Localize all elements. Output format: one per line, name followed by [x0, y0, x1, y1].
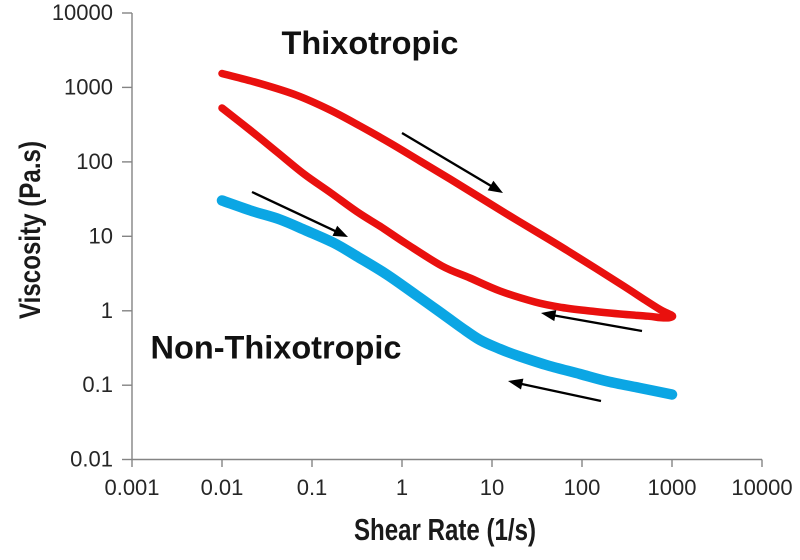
svg-text:1: 1: [101, 298, 113, 323]
svg-text:0.1: 0.1: [82, 372, 113, 397]
svg-text:1000: 1000: [648, 475, 697, 500]
svg-text:10: 10: [89, 223, 113, 248]
svg-text:Non-Thixotropic: Non-Thixotropic: [151, 330, 402, 366]
svg-text:0.001: 0.001: [104, 475, 159, 500]
svg-text:0.01: 0.01: [201, 475, 244, 500]
svg-text:Shear Rate (1/s): Shear Rate (1/s): [354, 512, 536, 547]
svg-text:100: 100: [76, 149, 113, 174]
svg-text:10000: 10000: [731, 475, 792, 500]
svg-text:0.01: 0.01: [70, 447, 113, 472]
svg-text:0.1: 0.1: [297, 475, 328, 500]
svg-text:10000: 10000: [52, 0, 113, 25]
svg-text:1: 1: [396, 475, 408, 500]
svg-text:Thixotropic: Thixotropic: [282, 25, 459, 61]
svg-text:100: 100: [564, 475, 601, 500]
svg-text:10: 10: [480, 475, 504, 500]
svg-text:1000: 1000: [64, 74, 113, 99]
svg-text:Viscosity (Pa.s): Viscosity (Pa.s): [14, 141, 47, 319]
